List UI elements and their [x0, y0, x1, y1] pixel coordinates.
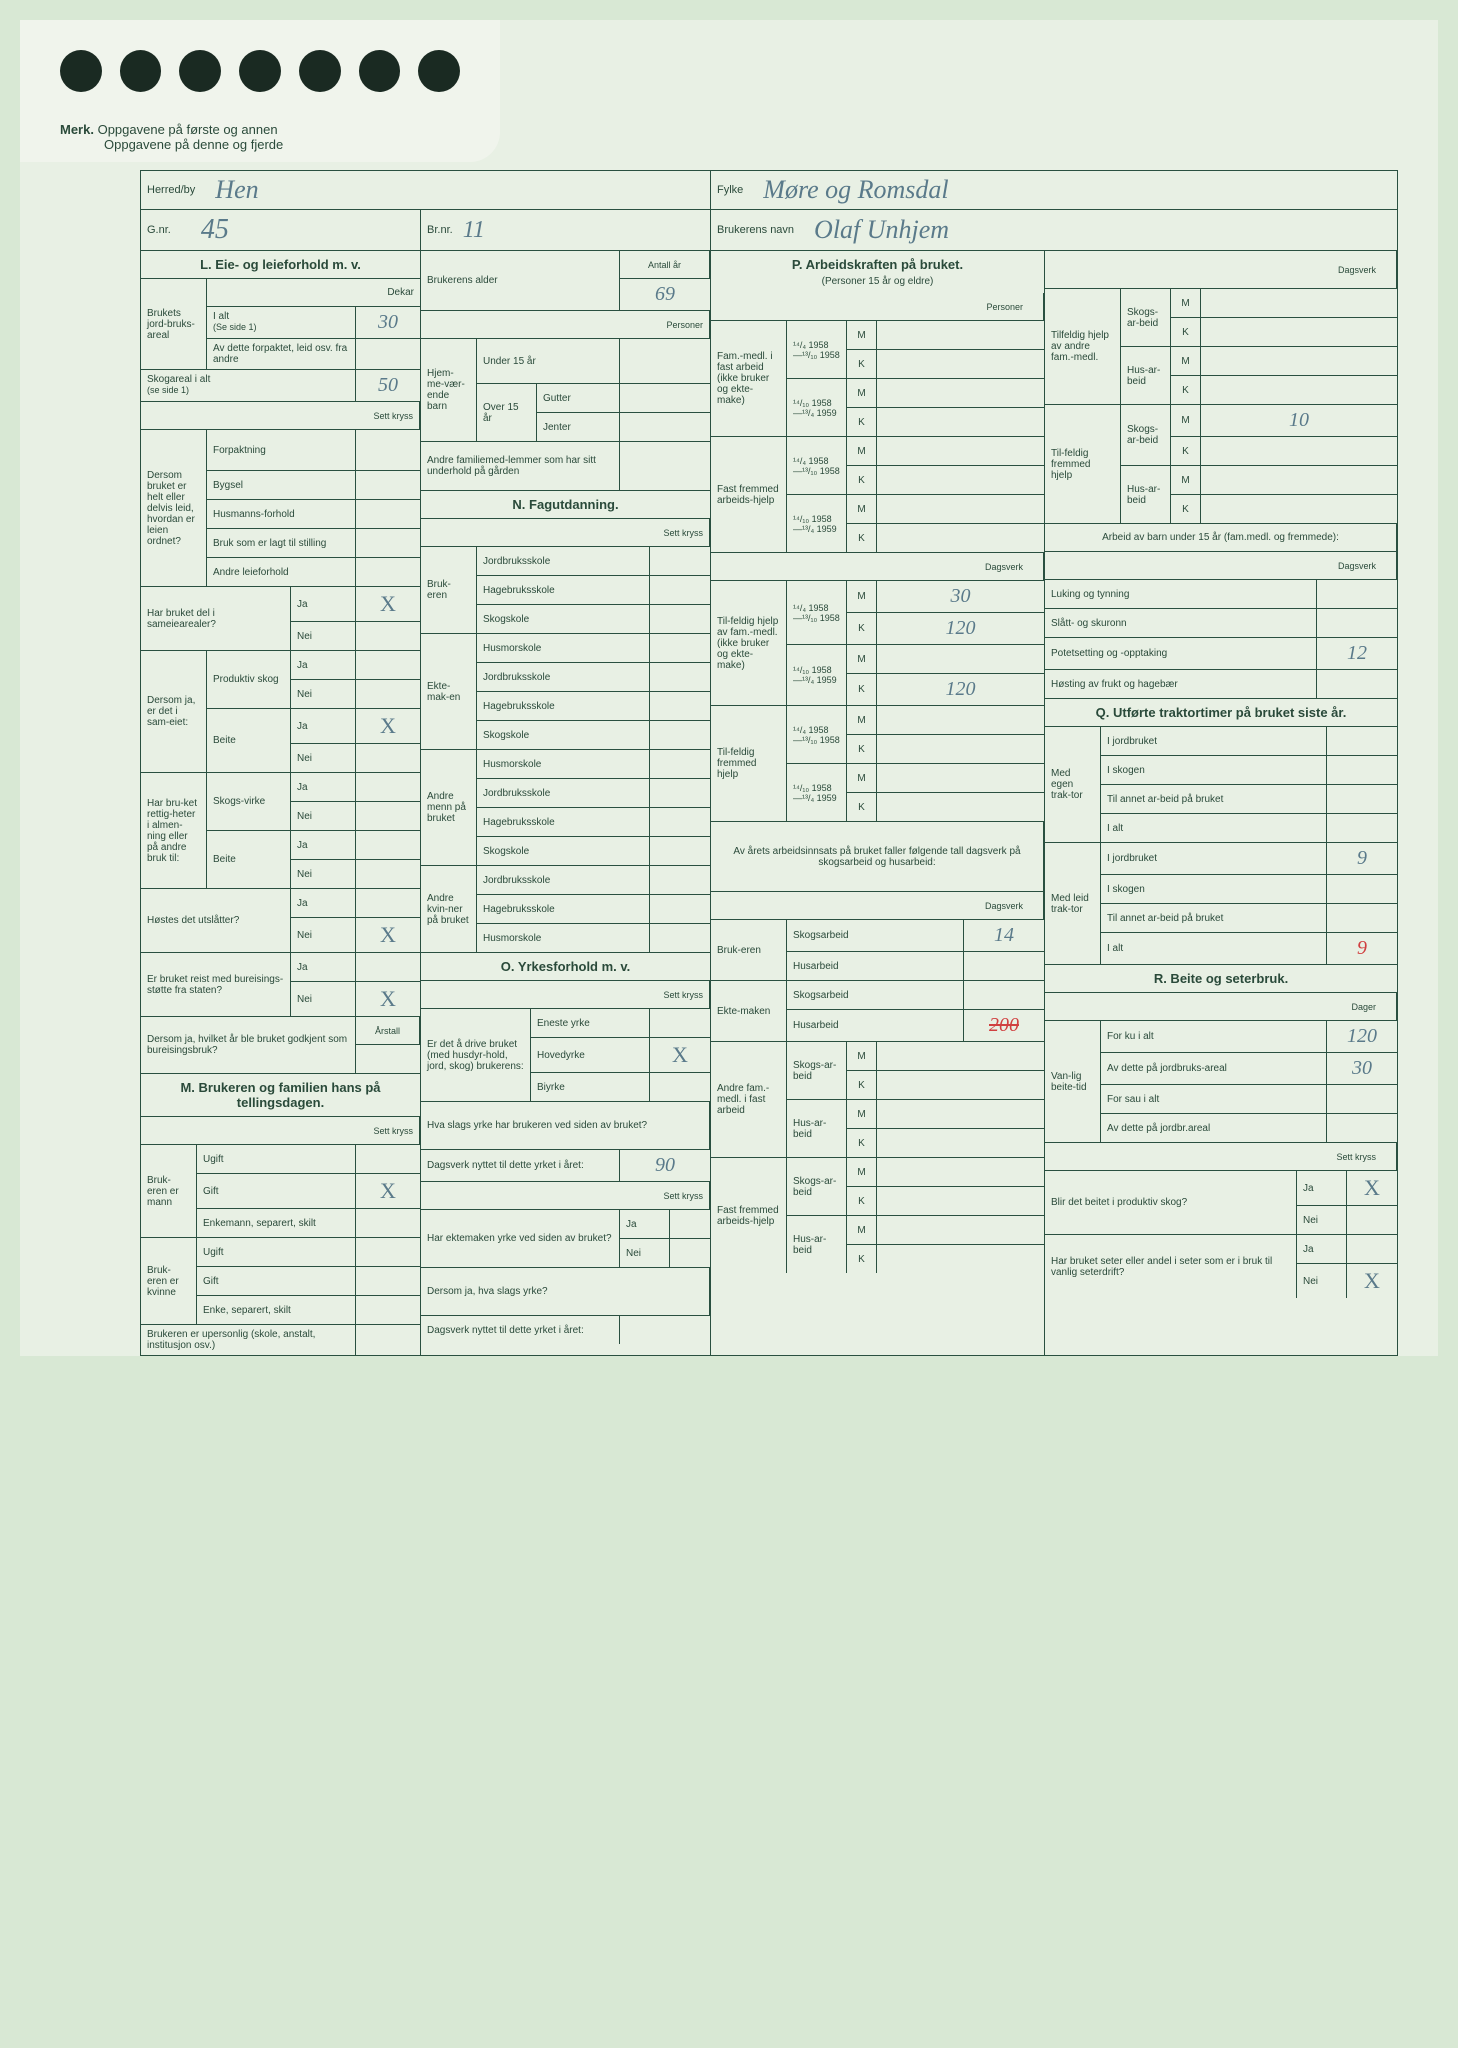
- herred-label: Herred/by: [147, 184, 195, 196]
- brukerens-navn-label: Brukerens navn: [717, 224, 794, 236]
- alder-value: 69: [655, 283, 675, 306]
- brnr-value: 11: [463, 217, 485, 244]
- dekar-head: Dekar: [207, 279, 420, 307]
- leid-jord-9: 9: [1357, 847, 1367, 870]
- brukets-label: Brukets jord-bruks-areal: [141, 279, 207, 369]
- leid-alt-9: 9: [1357, 937, 1367, 960]
- potet-12: 12: [1347, 642, 1367, 665]
- tf-120a: 120: [946, 617, 976, 640]
- seter-nei: X: [1353, 1268, 1391, 1294]
- ialt-value: 30: [378, 311, 398, 334]
- section-r-title: R. Beite og seterbruk.: [1045, 965, 1397, 993]
- bureising-nei: X: [362, 986, 414, 1012]
- punch-holes: [20, 20, 500, 102]
- brnr-label: Br.nr.: [427, 224, 453, 236]
- av-dette-30: 30: [1352, 1057, 1372, 1080]
- gnr-label: G.nr.: [147, 224, 171, 236]
- fylke-value: Møre og Romsdal: [763, 175, 948, 205]
- section-q-title: Q. Utførte traktortimer på bruket siste …: [1045, 699, 1397, 727]
- beitet-ja: X: [1353, 1175, 1391, 1201]
- fylke-label: Fylke: [717, 184, 743, 196]
- hovedyrke-x: X: [656, 1042, 704, 1068]
- skogareal-value: 50: [378, 374, 398, 397]
- hostes-nei: X: [362, 922, 414, 948]
- census-form: Herred/by Hen Fylke Møre og Romsdal G.nr…: [140, 170, 1398, 1356]
- bruk-skog-14: 14: [994, 924, 1014, 947]
- section-n-title: N. Fagutdanning.: [421, 491, 710, 519]
- ekte-hus-200: 200: [989, 1014, 1019, 1037]
- section-m-title: M. Brukeren og familien hans på tellings…: [141, 1074, 420, 1117]
- tf-30: 30: [951, 585, 971, 608]
- beite-ja: X: [362, 713, 414, 739]
- section-o-title: O. Yrkesforhold m. v.: [421, 953, 710, 981]
- brukerens-navn-value: Olaf Unhjem: [814, 215, 949, 245]
- for-ku-120: 120: [1347, 1025, 1377, 1048]
- skogs-10: 10: [1289, 409, 1309, 432]
- tf-120b: 120: [946, 678, 976, 701]
- herred-value: Hen: [215, 175, 258, 205]
- merk-note: Merk. Oppgavene på første og annen Oppga…: [20, 102, 500, 162]
- sameie-ja: X: [362, 591, 414, 617]
- gnr-value: 45: [201, 214, 229, 246]
- section-p-title: P. Arbeidskraften på bruket.(Personer 15…: [711, 251, 1044, 293]
- dagsverk-90: 90: [655, 1154, 675, 1177]
- gift-x: X: [362, 1178, 414, 1204]
- section-l-title: L. Eie- og leieforhold m. v.: [141, 251, 420, 279]
